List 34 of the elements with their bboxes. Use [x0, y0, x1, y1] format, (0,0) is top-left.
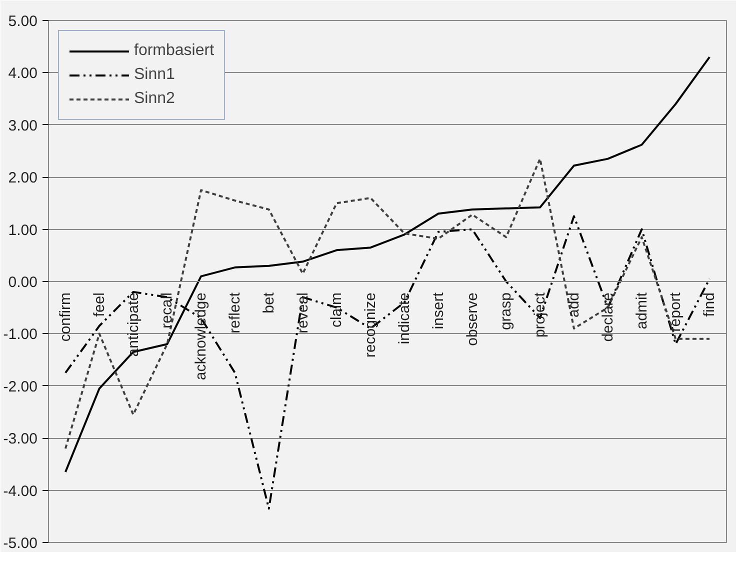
x-tick-label: bet: [260, 292, 278, 314]
x-tick-label: project: [532, 292, 549, 338]
y-tick-label: 5.00: [8, 13, 38, 30]
x-tick-label: admit: [633, 292, 650, 330]
x-tick-label: find: [701, 292, 718, 317]
y-tick-label: 1.00: [8, 222, 38, 239]
x-tick-label: recognize: [362, 292, 380, 358]
y-tick-label: 0.00: [8, 274, 38, 291]
y-tick-label: -4.00: [3, 482, 38, 500]
y-tick-label: -2.00: [3, 378, 38, 396]
x-tick-label: feel: [90, 292, 108, 317]
y-tick-label: 3.00: [8, 117, 38, 134]
y-tick-label: 4.00: [8, 65, 38, 82]
x-tick-label: insert: [430, 292, 447, 330]
x-tick-label: reflect: [226, 292, 244, 334]
x-tick-label: report: [667, 292, 684, 332]
x-tick-label: recall: [158, 292, 176, 328]
x-tick-label: claim: [328, 292, 346, 328]
y-tick-label: -5.00: [3, 535, 38, 552]
x-tick-label: reveal: [294, 292, 312, 334]
y-tick-label: -3.00: [3, 430, 38, 448]
legend-label: Sinn1: [134, 66, 175, 84]
x-tick-label: add: [565, 292, 582, 318]
x-tick-label: anticipate: [124, 292, 142, 357]
x-tick-label: declare: [599, 292, 616, 342]
x-tick-label: observe: [464, 292, 481, 346]
y-tick-label: 2.00: [8, 170, 38, 187]
x-tick-label: grasp: [498, 292, 515, 330]
x-tick-label: confirm: [56, 292, 74, 342]
x-tick-label: acknowledge: [192, 292, 210, 380]
x-tick-label: indicate: [396, 292, 413, 344]
y-tick-label: -1.00: [3, 326, 38, 344]
legend-label: formbasiert: [134, 42, 214, 60]
legend-label: Sinn2: [134, 90, 175, 108]
